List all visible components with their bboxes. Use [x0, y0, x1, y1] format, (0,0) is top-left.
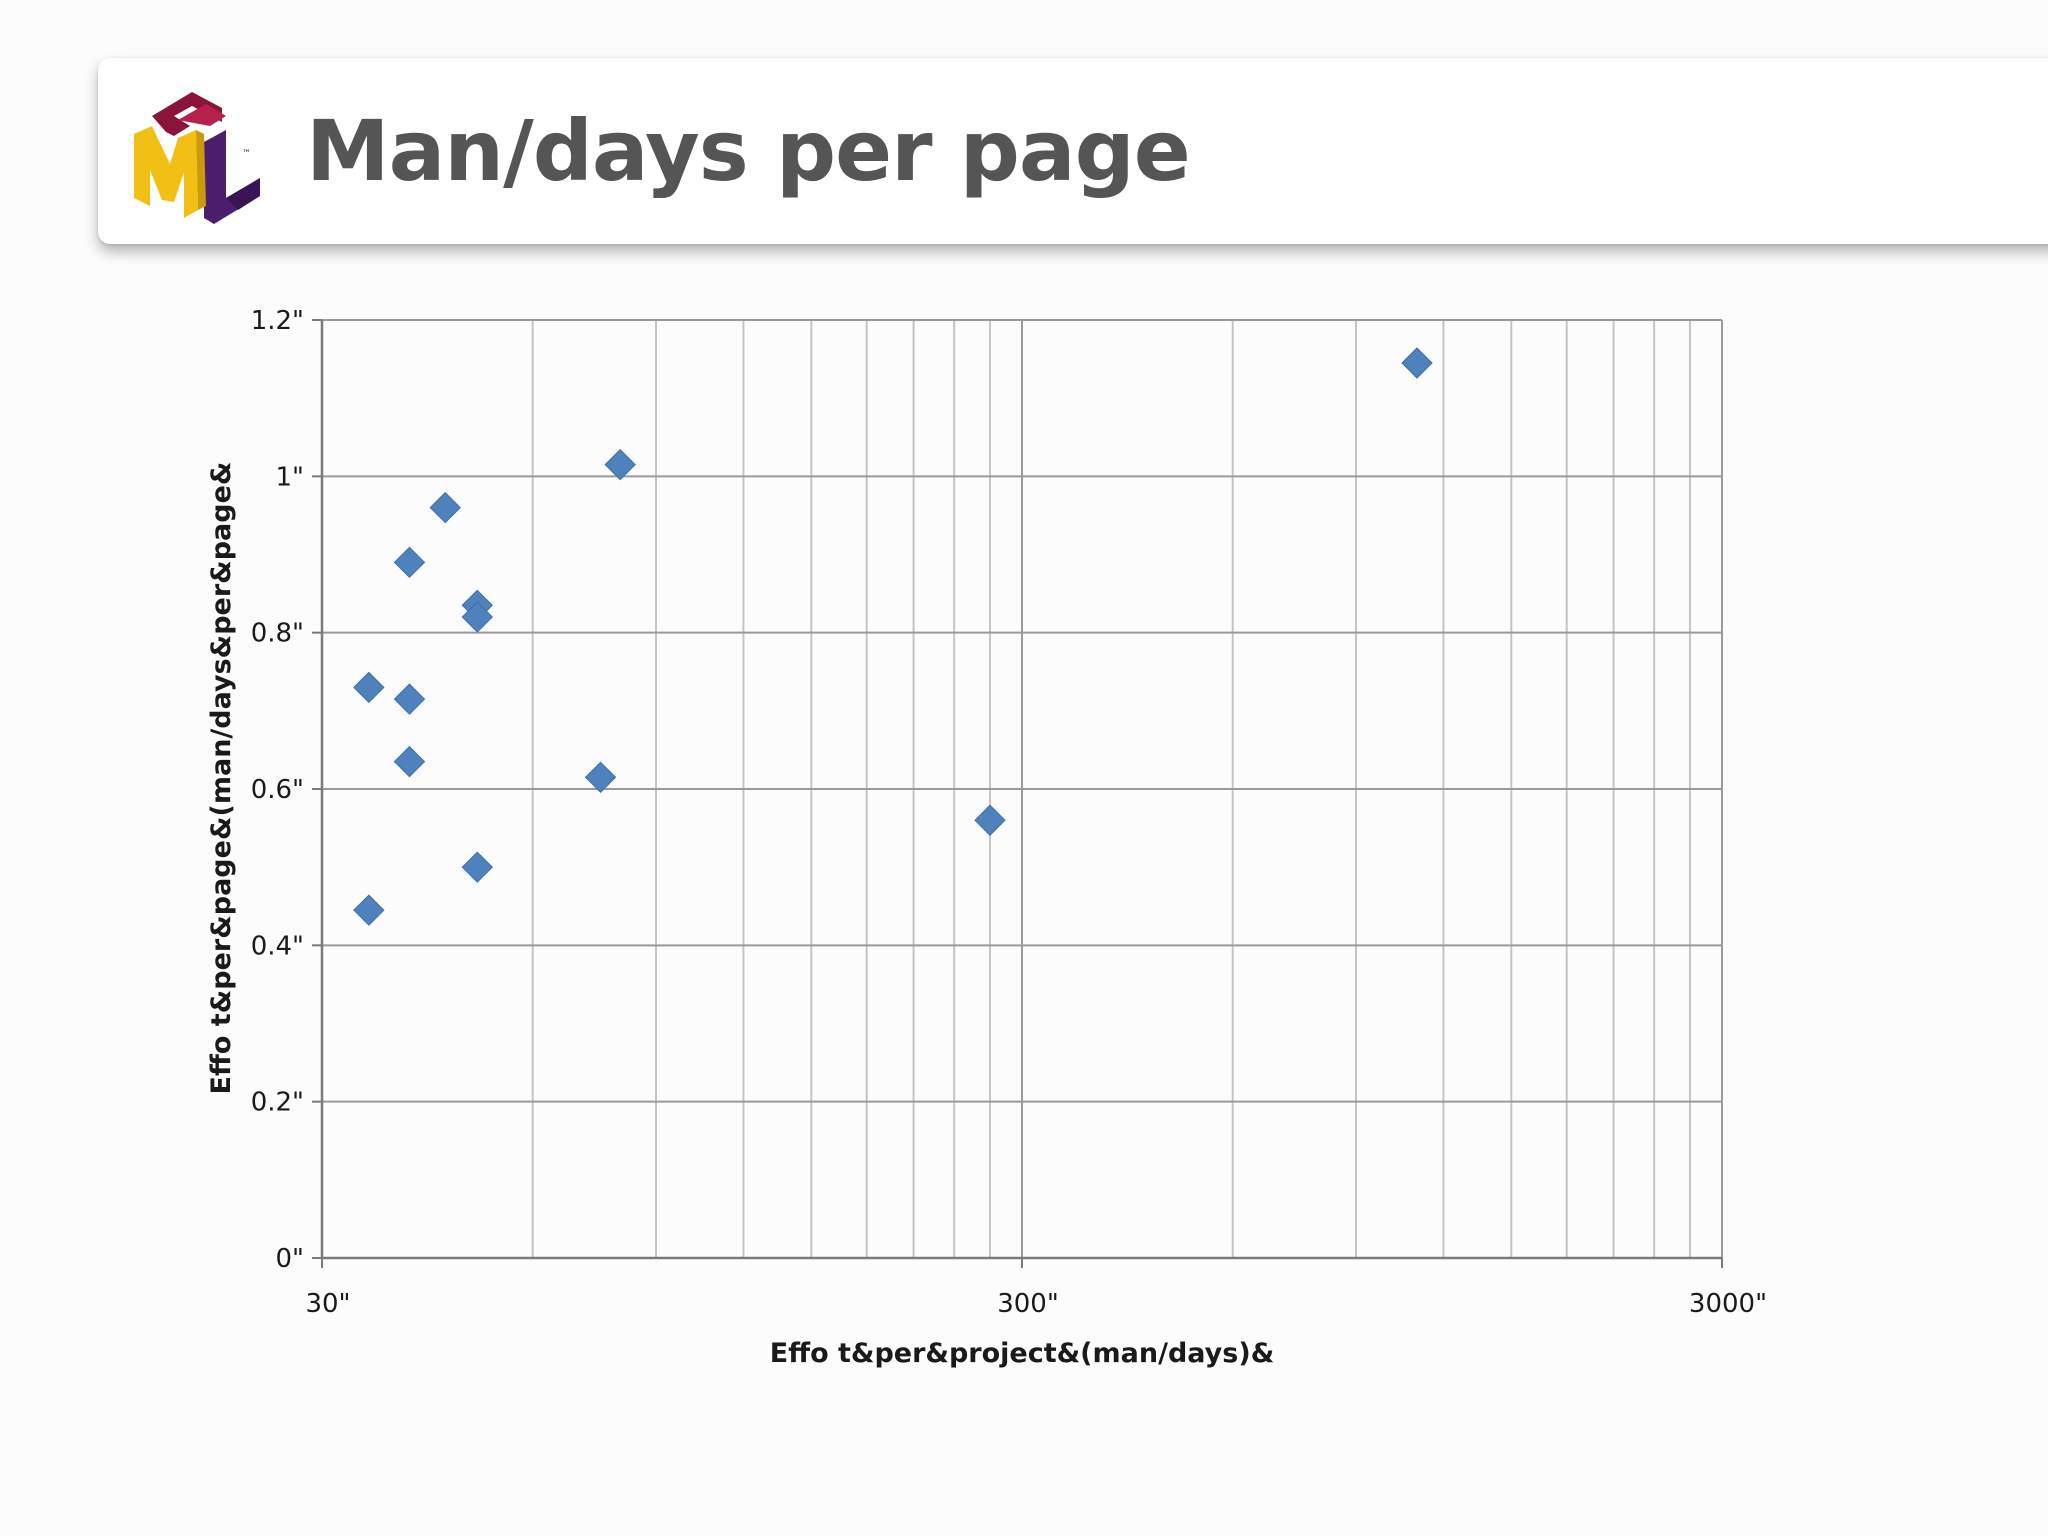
data-point [1401, 347, 1433, 379]
data-point [353, 894, 385, 926]
chart-gridlines [321, 319, 1723, 1259]
data-point [584, 761, 617, 793]
chart-tick-labels: 0" 0.2" 0.4" 0.6" 0.8" 1" 1.2" 30" 300" 3000" [251, 306, 1767, 1319]
data-point [461, 851, 494, 883]
data-point [393, 683, 426, 715]
ifml-logo: ™ [134, 92, 260, 224]
y-tick-label: 1" [275, 462, 304, 492]
page-title: Man/days per page [306, 102, 1191, 200]
x-tick-label: 3000" [1689, 1289, 1767, 1319]
chart-points [353, 347, 1433, 926]
y-tick-label: 0.4" [251, 931, 304, 961]
y-tick-label: 0.2" [251, 1088, 304, 1118]
data-point [604, 448, 636, 481]
data-point [974, 804, 1006, 836]
y-axis-title: Effo t&per&page&(man/days&per&page& [206, 462, 237, 1095]
y-tick-label: 0.6" [251, 775, 304, 805]
data-point [461, 601, 494, 633]
data-point [393, 546, 426, 579]
y-tick-label: 0.8" [251, 619, 304, 649]
x-tick-label: 300" [997, 1289, 1059, 1319]
y-tick-label: 0" [275, 1244, 304, 1274]
data-point [429, 491, 461, 524]
title-card [98, 58, 2048, 244]
x-axis-title: Effo t&per&project&(man/days)& [770, 1338, 1274, 1369]
trademark-mark: ™ [242, 149, 251, 159]
data-point [353, 671, 385, 704]
x-tick-label: 30" [305, 1289, 350, 1319]
data-point [393, 745, 426, 778]
y-tick-label: 1.2" [251, 306, 304, 336]
chart-axes [312, 319, 1723, 1268]
